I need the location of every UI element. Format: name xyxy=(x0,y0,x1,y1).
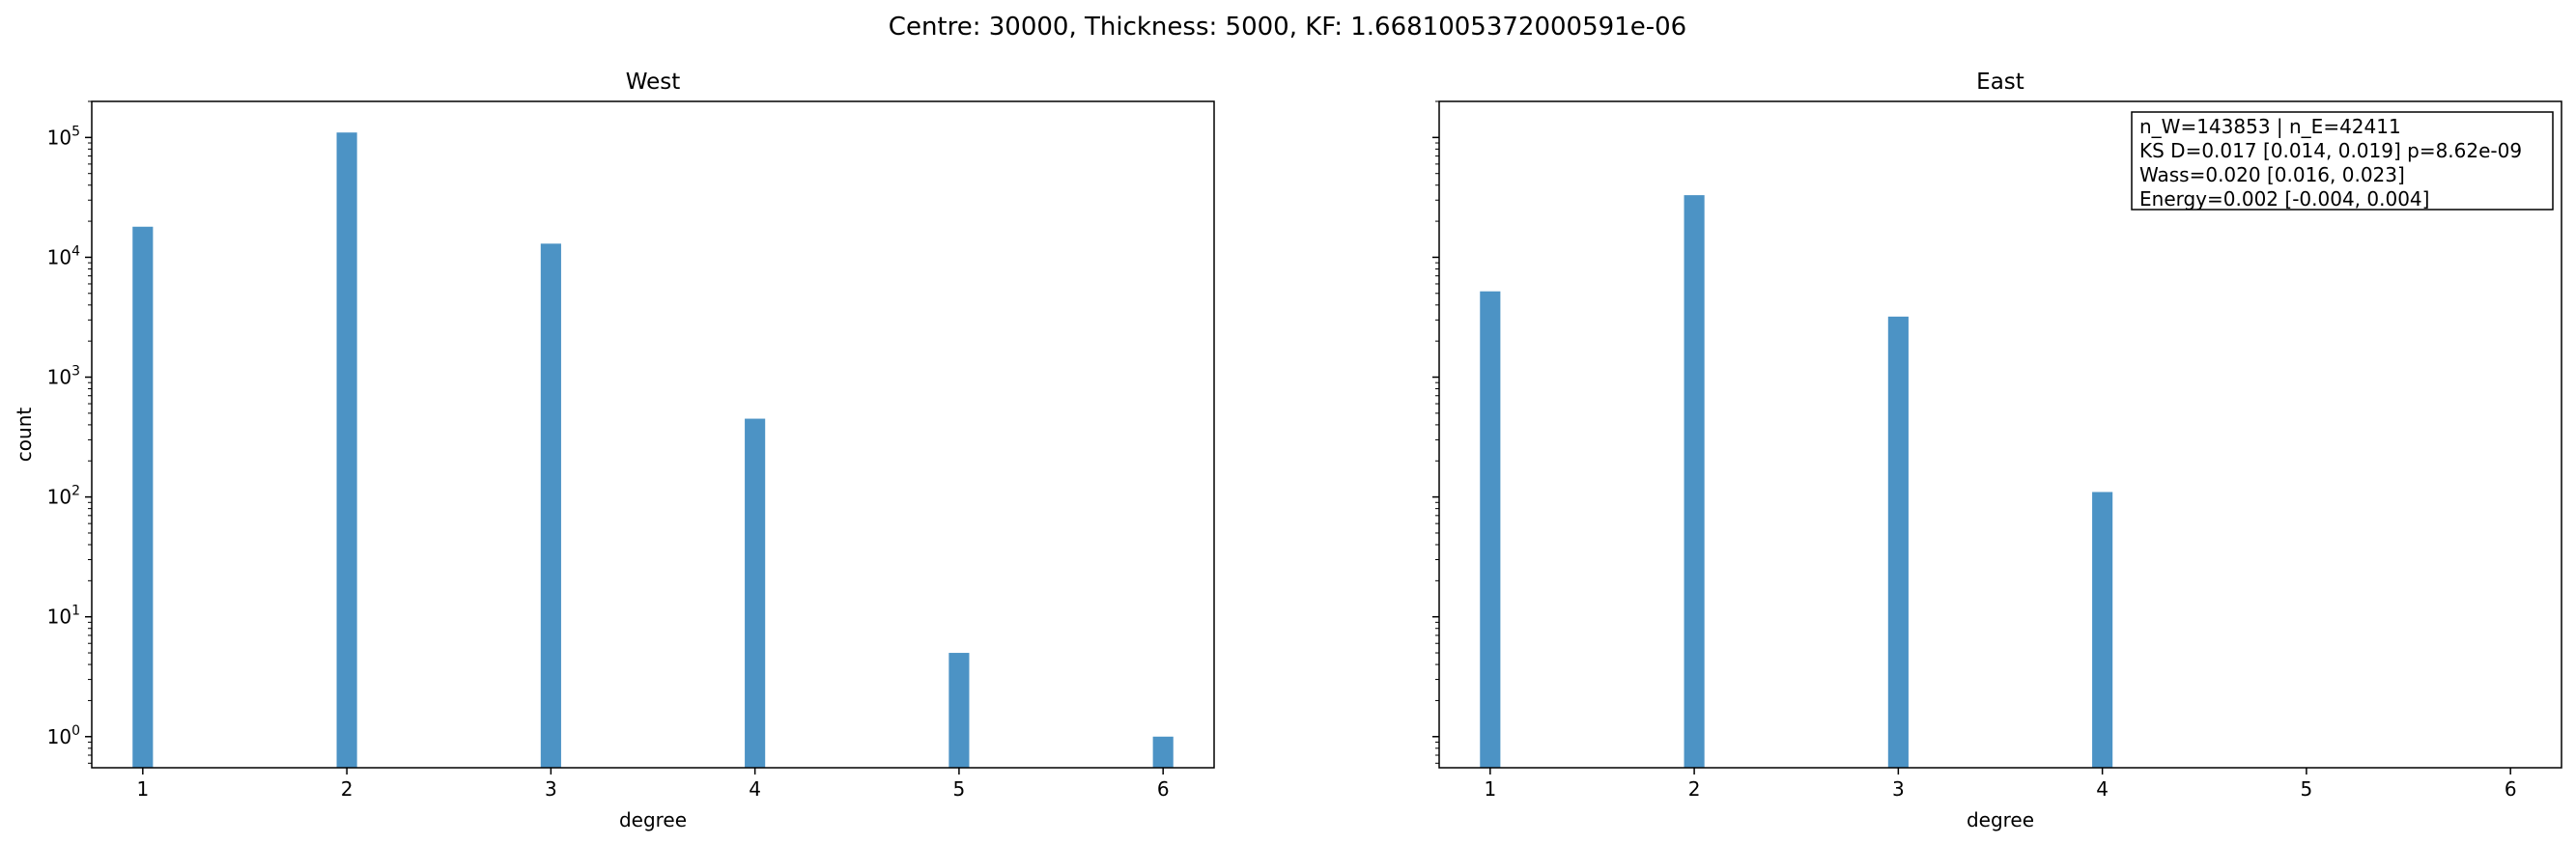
east-x-tick-label: 6 xyxy=(2505,777,2517,801)
east-x-tick-label: 1 xyxy=(1484,777,1496,801)
east-x-tick-label: 5 xyxy=(2301,777,2313,801)
west-x-tick-label: 6 xyxy=(1157,777,1170,801)
west-y-label: count xyxy=(13,408,36,463)
west-y-ticks: 100 101 102 103 104 105 xyxy=(47,100,92,764)
stats-line-wass: Wass=0.020 [0.016, 0.023] xyxy=(2139,163,2405,186)
figure-suptitle: Centre: 30000, Thickness: 5000, KF: 1.66… xyxy=(889,13,1686,42)
west-y-tick-label: 104 xyxy=(47,243,80,268)
west-x-tick-label: 1 xyxy=(136,777,149,801)
stats-line-ks: KS D=0.017 [0.014, 0.019] p=8.62e-09 xyxy=(2139,139,2522,162)
west-x-tick-label: 3 xyxy=(545,777,557,801)
west-bar-degree-3 xyxy=(540,243,561,768)
stats-annotation-box xyxy=(2131,111,2554,211)
west-x-label: degree xyxy=(619,808,687,831)
west-bar-degree-6 xyxy=(1152,736,1174,768)
east-x-tick-label: 3 xyxy=(1892,777,1905,801)
east-bars xyxy=(1480,195,2113,769)
west-y-tick-label: 101 xyxy=(47,604,80,629)
west-x-tick-label: 5 xyxy=(953,777,966,801)
east-bar-degree-1 xyxy=(1480,291,1501,768)
west-y-tick-label: 100 xyxy=(47,723,80,748)
east-x-ticks: 1 2 3 4 5 6 xyxy=(1484,768,2517,801)
west-panel: West 1 2 3 4 5 6 100 101 102 103 104 105 degree co… xyxy=(13,70,1215,831)
west-x-tick-label: 2 xyxy=(341,777,354,801)
east-x-tick-label: 2 xyxy=(1688,777,1701,801)
west-axes-frame xyxy=(91,100,1215,769)
east-y-ticks xyxy=(1432,100,1439,764)
east-bar-degree-2 xyxy=(1684,195,1705,769)
west-y-tick-label: 102 xyxy=(47,484,80,509)
west-bar-degree-5 xyxy=(948,653,970,768)
stats-line-counts: n_W=143853 | n_E=42411 xyxy=(2139,115,2401,138)
west-x-ticks: 1 2 3 4 5 6 xyxy=(136,768,1170,801)
stats-line-energy: Energy=0.002 [-0.004, 0.004] xyxy=(2139,187,2429,211)
west-bars xyxy=(132,132,1174,769)
stats-annotation: n_W=143853 | n_E=42411 KS D=0.017 [0.014… xyxy=(2131,111,2554,211)
east-panel: East 1 2 3 4 5 6 degree n_W=143853 | n_E=4241… xyxy=(1432,70,2562,831)
east-x-label: degree xyxy=(1967,808,2034,831)
west-y-tick-label: 105 xyxy=(47,124,80,149)
east-bar-degree-3 xyxy=(1887,316,1909,768)
west-title: West xyxy=(626,70,681,95)
west-bar-degree-1 xyxy=(132,226,154,769)
west-x-tick-label: 4 xyxy=(749,777,761,801)
east-axes-frame xyxy=(1438,100,2562,769)
east-title: East xyxy=(1976,70,2024,95)
west-bar-degree-4 xyxy=(745,418,766,768)
west-y-tick-label: 103 xyxy=(47,364,80,389)
east-x-tick-label: 4 xyxy=(2096,777,2109,801)
east-bar-degree-4 xyxy=(2092,492,2113,768)
west-bar-degree-2 xyxy=(336,132,357,769)
